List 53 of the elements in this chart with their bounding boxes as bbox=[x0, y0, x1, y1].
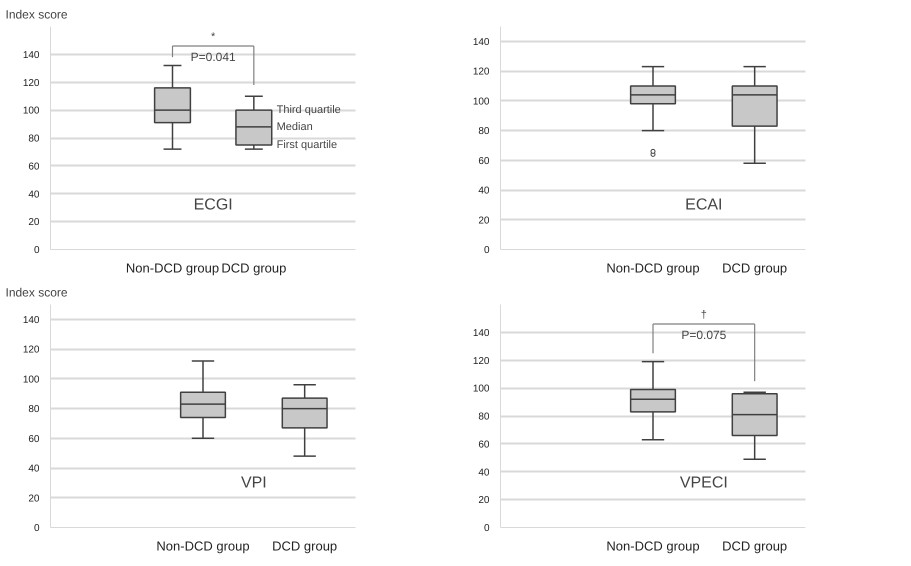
text: ECGI bbox=[194, 196, 233, 214]
x-tick-label: DCD group bbox=[272, 538, 338, 554]
y-tick-label: 0 bbox=[34, 523, 40, 534]
y-tick-label: 120 bbox=[472, 66, 490, 78]
x-tick-label: Non-DCD group bbox=[606, 538, 700, 554]
y-tick-label: 80 bbox=[28, 404, 40, 416]
x-tick-label: DCD group bbox=[221, 260, 286, 276]
x-tick-label: DCD group bbox=[722, 260, 788, 276]
annotation: † bbox=[700, 309, 707, 322]
y-tick-label: 20 bbox=[28, 217, 40, 228]
text: VPECI bbox=[680, 474, 728, 492]
y-tick-label: 140 bbox=[22, 50, 40, 61]
y-tick-label: 60 bbox=[28, 434, 40, 445]
y-tick-label: 120 bbox=[472, 356, 490, 367]
x-tick-label: Non-DCD group bbox=[126, 260, 220, 276]
annotation: P=0.075 bbox=[681, 328, 727, 342]
text: ECAI bbox=[685, 196, 723, 214]
y-tick-label: 100 bbox=[22, 374, 40, 386]
y-tick-label: 120 bbox=[22, 344, 40, 356]
x-tick-label: Non-DCD group bbox=[606, 260, 700, 276]
y-tick-label: 140 bbox=[472, 36, 490, 48]
y-tick-label: 80 bbox=[478, 126, 490, 138]
y-tick-label: 80 bbox=[28, 134, 40, 144]
y-tick-label: 20 bbox=[28, 493, 40, 504]
y-tick-label: 120 bbox=[22, 78, 40, 89]
y-tick-label: 60 bbox=[28, 161, 40, 172]
y-tick-label: 20 bbox=[478, 495, 490, 506]
y-tick-label: 80 bbox=[478, 412, 490, 422]
annotation: Median bbox=[276, 120, 313, 133]
y-tick-label: 100 bbox=[22, 106, 40, 117]
annotation: * bbox=[211, 31, 216, 44]
y-tick-label: 40 bbox=[478, 467, 490, 478]
annotation: Third quartile bbox=[276, 104, 341, 116]
annotation: First quartile bbox=[276, 138, 338, 151]
y-tick-label: 40 bbox=[28, 189, 40, 200]
y-tick-label: 60 bbox=[478, 156, 490, 167]
y-tick-label: 40 bbox=[478, 186, 490, 197]
y-tick-label: 40 bbox=[28, 464, 40, 475]
y-tick-label: 140 bbox=[472, 328, 490, 339]
y-tick-label: 0 bbox=[484, 245, 490, 256]
y-axis-title: Index score bbox=[6, 286, 68, 300]
y-tick-label: 100 bbox=[472, 384, 490, 395]
y-tick-label: 20 bbox=[478, 215, 490, 226]
x-tick-label: DCD group bbox=[722, 538, 788, 554]
x-tick-label: Non-DCD group bbox=[156, 538, 250, 554]
y-tick-label: 140 bbox=[22, 314, 40, 326]
y-tick-label: 0 bbox=[34, 245, 40, 256]
y-tick-label: 100 bbox=[472, 96, 490, 108]
y-tick-label: 0 bbox=[484, 523, 490, 534]
text: VPI bbox=[240, 474, 267, 492]
y-axis-title: Index score bbox=[6, 8, 68, 22]
y-tick-label: 60 bbox=[478, 439, 490, 450]
annotation: P=0.041 bbox=[190, 50, 236, 64]
